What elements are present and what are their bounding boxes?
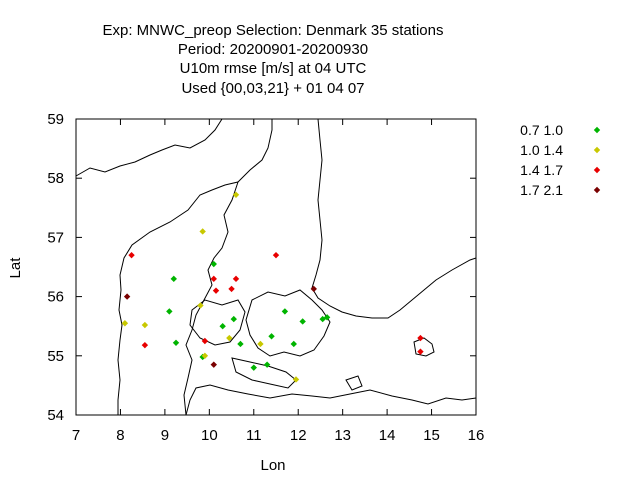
x-tick-label: 7: [72, 427, 80, 444]
plot-frame: [75, 118, 477, 416]
y-axis: 54 55 56 57 58 59: [47, 111, 476, 424]
bornholm-coast: [413, 337, 435, 357]
station-point-1: [299, 318, 306, 325]
title-line-2: Period: 20200901-20200930: [178, 41, 368, 58]
y-tick-label: 56: [47, 289, 64, 306]
rugen-coast: [345, 375, 363, 391]
station-point-1: [250, 364, 257, 371]
title-line-4: Used {00,03,21} + 01 04 07: [181, 80, 364, 97]
station-point-4: [210, 361, 217, 368]
station-point-3: [417, 334, 424, 342]
station-point-2: [232, 191, 240, 198]
legend-label: 1.0 1.4: [520, 142, 563, 158]
legend-label: 1.4 1.7: [520, 162, 563, 178]
legend-marker: [593, 146, 601, 154]
station-point-2: [226, 334, 233, 342]
lolland-coast: [231, 357, 297, 389]
x-tick-label: 11: [246, 427, 262, 444]
x-tick-label: 15: [423, 427, 440, 444]
chart-title: Exp: MNWC_preop Selection: Denmark 35 st…: [103, 22, 444, 97]
station-point-3: [417, 348, 424, 355]
funen-coast: [189, 299, 246, 346]
station-point-3: [141, 341, 149, 349]
x-tick-label: 9: [161, 427, 169, 444]
station-point-4: [310, 285, 317, 293]
norway-coast: [75, 118, 223, 177]
data-points: [121, 191, 424, 383]
title-line-3: U10m rmse [m/s] at 04 UTC: [180, 60, 367, 77]
station-point-3: [210, 275, 217, 283]
jutland-coast: [117, 181, 239, 416]
coastline-map: [75, 118, 477, 416]
zealand-coast: [245, 289, 331, 357]
station-point-1: [263, 361, 271, 368]
legend-label: 1.7 2.1: [520, 182, 563, 198]
legend-label: 0.7 1.0: [520, 122, 563, 138]
y-tick-label: 55: [47, 348, 64, 365]
x-axis-label: Lon: [260, 457, 285, 474]
station-point-1: [268, 333, 275, 340]
station-point-3: [272, 251, 280, 259]
legend-marker: [593, 166, 601, 174]
x-tick-label: 16: [468, 427, 485, 444]
station-point-3: [201, 337, 209, 345]
y-axis-label: Lat: [7, 257, 24, 279]
x-tick-label: 13: [334, 427, 351, 444]
station-point-3: [232, 275, 240, 283]
y-tick-label: 58: [47, 170, 64, 187]
station-point-1: [166, 308, 173, 315]
legend-marker: [593, 186, 601, 194]
station-point-1: [210, 260, 217, 268]
station-point-1: [290, 340, 297, 348]
x-tick-label: 12: [290, 427, 307, 444]
station-point-2: [197, 302, 204, 309]
station-point-4: [123, 293, 131, 300]
station-point-2: [199, 228, 206, 235]
station-point-1: [237, 340, 244, 348]
station-point-3: [212, 287, 220, 294]
y-tick-label: 57: [47, 229, 64, 246]
station-point-1: [230, 315, 237, 323]
x-tick-label: 8: [116, 427, 124, 444]
sweden-coast: [237, 118, 477, 319]
legend-marker: [593, 126, 601, 134]
title-line-1: Exp: MNWC_preop Selection: Denmark 35 st…: [103, 22, 444, 39]
x-tick-label: 14: [379, 427, 396, 444]
station-point-3: [228, 285, 235, 293]
station-point-2: [141, 321, 149, 329]
legend: 0.7 1.0 1.0 1.4 1.4 1.7 1.7 2.1: [520, 122, 601, 198]
germany-coast: [185, 384, 477, 416]
station-point-2: [121, 320, 129, 327]
x-tick-label: 10: [201, 427, 218, 444]
station-point-1: [323, 314, 331, 321]
y-tick-label: 59: [47, 111, 64, 128]
x-axis: 7 8 9 10 11 12 13 14 15 16: [72, 119, 485, 444]
y-tick-label: 54: [47, 407, 64, 424]
station-point-2: [201, 352, 209, 359]
station-point-1: [170, 275, 177, 283]
station-point-1: [172, 339, 180, 346]
station-point-1: [281, 308, 289, 315]
station-point-2: [292, 376, 300, 383]
station-point-3: [128, 251, 135, 259]
station-point-1: [219, 323, 226, 330]
station-point-2: [257, 340, 264, 348]
